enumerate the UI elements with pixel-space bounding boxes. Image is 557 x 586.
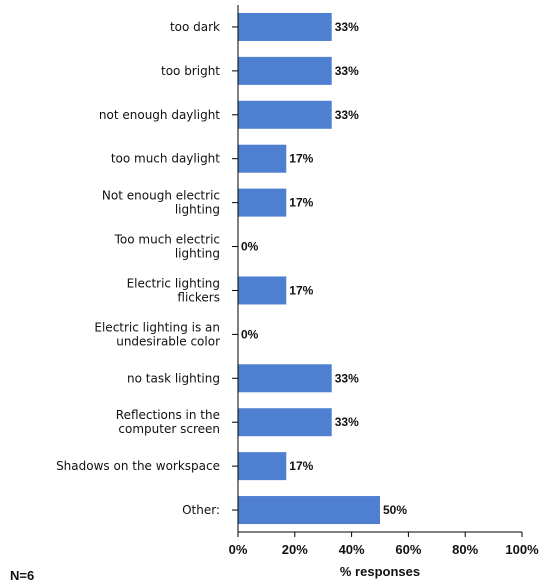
category-label: Shadows on the workspace: [56, 459, 220, 473]
category-label: not enough daylight: [99, 108, 220, 122]
value-label: 17%: [289, 152, 313, 166]
bar: [238, 276, 287, 305]
category-label-line: undesirable color: [116, 334, 220, 348]
bar: [238, 188, 287, 217]
bar: [238, 408, 332, 437]
value-label: 33%: [335, 64, 359, 78]
category-label-line: too bright: [161, 64, 220, 78]
category-label-line: Not enough electric: [102, 189, 220, 203]
value-label: 33%: [335, 415, 359, 429]
category-label: Electric lighting flickers: [127, 276, 220, 304]
sample-size-note: N=6: [10, 568, 34, 583]
category-label-line: lighting: [175, 247, 220, 261]
category-label-line: too much daylight: [111, 152, 220, 166]
category-label-line: Reflections in the: [116, 408, 220, 422]
category-label-line: lighting: [175, 203, 220, 217]
x-axis-title: % responses: [340, 564, 420, 579]
x-tick-label: 80%: [452, 542, 478, 557]
bar: [238, 144, 287, 173]
value-label: 0%: [241, 240, 259, 254]
category-label-line: computer screen: [118, 422, 220, 436]
category-label-line: too dark: [170, 20, 220, 34]
bar: [238, 364, 332, 393]
category-label: too dark: [170, 20, 220, 34]
category-label-line: not enough daylight: [99, 108, 220, 122]
x-tick-label: 40%: [339, 542, 365, 557]
category-label-line: Electric lighting: [127, 276, 220, 290]
x-tick-label: 20%: [282, 542, 308, 557]
bar: [238, 12, 332, 41]
value-label: 33%: [335, 108, 359, 122]
x-axis-ticks: 0% 20% 40% 60% 80% 100%: [229, 532, 539, 557]
category-label: Reflections in the computer screen: [116, 408, 220, 436]
value-label: 0%: [241, 327, 259, 341]
value-label: 50%: [383, 503, 407, 517]
value-label: 17%: [289, 459, 313, 473]
category-label: too much daylight: [111, 152, 220, 166]
category-label: Too much electric lighting: [114, 233, 220, 261]
x-tick-label: 100%: [505, 542, 539, 557]
bar: [238, 56, 332, 85]
value-label: 33%: [335, 371, 359, 385]
category-label-line: Electric lighting is an: [94, 320, 220, 334]
value-label: 17%: [289, 283, 313, 297]
x-tick-label: 0%: [229, 542, 248, 557]
category-label-line: Other:: [182, 503, 220, 517]
category-label: too bright: [161, 64, 220, 78]
bar: [238, 452, 287, 481]
category-label: Other:: [182, 503, 220, 517]
bar: [238, 100, 332, 129]
x-tick-label: 60%: [395, 542, 421, 557]
category-label: Not enough electric lighting: [102, 189, 220, 217]
category-label-line: Too much electric: [114, 233, 220, 247]
category-label: Electric lighting is an undesirable color: [94, 320, 220, 348]
category-label-line: flickers: [177, 290, 220, 304]
value-label: 17%: [289, 196, 313, 210]
bars-layer: too dark 33% too bright 33% not enough dayli…: [56, 12, 407, 525]
value-label: 33%: [335, 20, 359, 34]
category-label-line: no task lighting: [127, 371, 220, 385]
category-label-line: Shadows on the workspace: [56, 459, 220, 473]
bar: [238, 496, 380, 525]
category-label: no task lighting: [127, 371, 220, 385]
